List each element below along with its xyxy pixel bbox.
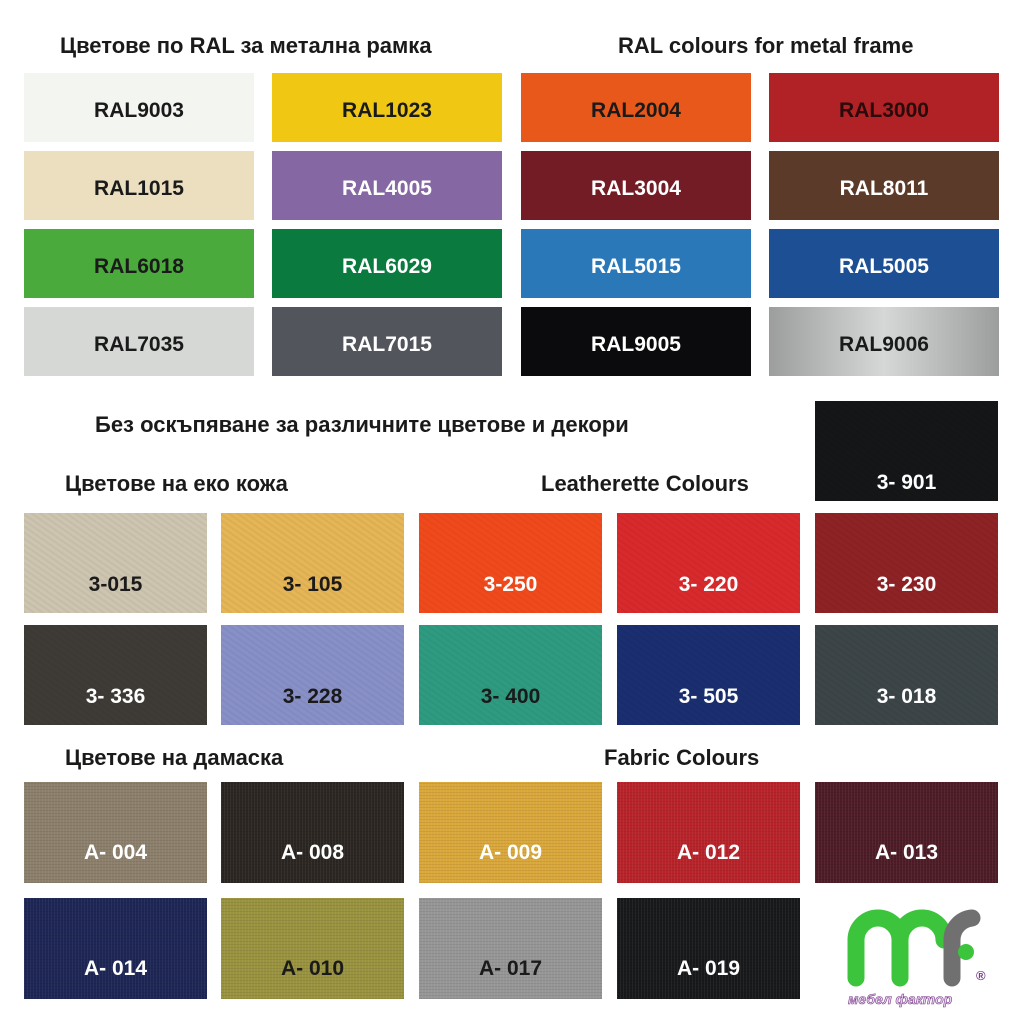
swatch-code: A- 010 [280,957,345,980]
heading-ral-en: RAL colours for metal frame [618,33,914,58]
heading-leather-bg: Цветове на еко кожа [65,471,288,496]
swatch-code: RAL1015 [94,176,184,200]
swatch-code: 3- 336 [85,685,146,708]
swatch-code: A- 014 [83,957,148,980]
ral-swatch: RAL7035 [24,307,254,376]
swatch-code: A- 017 [478,957,543,980]
leather-swatch: 3-015 [24,513,207,613]
swatch-code: A- 008 [280,841,345,864]
ral-swatch: RAL3000 [769,73,999,142]
ral-swatch: RAL1015 [24,151,254,220]
ral-swatch: RAL2004 [521,73,751,142]
ral-swatch: RAL6029 [272,229,502,298]
fabric-swatch: A- 017 [419,898,602,999]
ral-swatch: RAL5005 [769,229,999,298]
leather-swatch: 3- 400 [419,625,602,725]
swatch-code: A- 019 [676,957,741,980]
swatch-code: RAL9003 [94,98,184,122]
ral-swatch: RAL3004 [521,151,751,220]
leather-swatch: 3-250 [419,513,602,613]
swatch-code: RAL3000 [839,98,929,122]
leather-swatch: 3- 018 [815,625,998,725]
swatch-code: 3- 220 [678,573,739,596]
ral-swatch: RAL4005 [272,151,502,220]
swatch-code: 3- 505 [678,685,739,708]
swatch-code: A- 004 [83,841,148,864]
leather-swatch: 3- 505 [617,625,800,725]
swatch-code: RAL5005 [839,254,929,278]
swatch-code: 3- 105 [282,573,343,596]
swatch-code: RAL9006 [839,332,929,356]
leather-swatch: 3- 901 [815,401,998,501]
ral-swatch: RAL9006 [769,307,999,376]
swatch-code: RAL5015 [591,254,681,278]
swatch-code: RAL1023 [342,98,432,122]
swatch-code: 3- 228 [282,685,343,708]
ral-swatch: RAL1023 [272,73,502,142]
logo-text: мебел фактор [848,991,953,1007]
swatch-code: 3-015 [88,573,143,596]
leather-swatch: 3- 220 [617,513,800,613]
fabric-swatch: A- 014 [24,898,207,999]
swatch-code: RAL6029 [342,254,432,278]
leather-swatch: 3- 230 [815,513,998,613]
swatch-code: 3- 901 [876,471,937,494]
swatch-code: RAL7015 [342,332,432,356]
swatch-code: RAL3004 [591,176,681,200]
swatch-code: RAL7035 [94,332,184,356]
ral-swatch: RAL5015 [521,229,751,298]
leather-swatch: 3- 336 [24,625,207,725]
heading-leather-en: Leatherette Colours [541,471,749,496]
swatch-code: RAL8011 [839,176,929,200]
brand-logo: ® мебел фактор [840,900,990,1020]
ral-swatch: RAL9003 [24,73,254,142]
swatch-code: 3- 018 [876,685,937,708]
swatch-code: A- 009 [478,841,543,864]
heading-no-extra-cost: Без оскъпяване за различните цветове и д… [95,412,629,437]
fabric-swatch: A- 012 [617,782,800,883]
fabric-swatch: A- 019 [617,898,800,999]
fabric-swatch: A- 004 [24,782,207,883]
heading-ral-bg: Цветове по RAL за метална рамка [60,33,432,58]
fabric-swatch: A- 010 [221,898,404,999]
swatch-code: RAL2004 [591,98,681,122]
swatch-code: RAL4005 [342,176,432,200]
ral-swatch: RAL6018 [24,229,254,298]
swatch-code: A- 012 [676,841,741,864]
leather-swatch: 3- 105 [221,513,404,613]
heading-fabric-en: Fabric Colours [604,745,760,770]
leather-swatch: 3- 228 [221,625,404,725]
heading-fabric-bg: Цветове на дамаска [65,745,284,770]
swatch-code: 3-250 [483,573,538,596]
swatch-code: 3- 230 [876,573,937,596]
logo-mark-icon: ® мебел фактор [847,909,986,1007]
ral-swatch: RAL9005 [521,307,751,376]
fabric-swatch: A- 008 [221,782,404,883]
fabric-swatch: A- 013 [815,782,998,883]
swatch-code: A- 013 [874,841,939,864]
fabric-swatch: A- 009 [419,782,602,883]
swatch-code: RAL6018 [94,254,184,278]
swatch-code: 3- 400 [480,685,541,708]
ral-swatch: RAL8011 [769,151,999,220]
svg-text:®: ® [976,968,986,983]
swatch-code: RAL9005 [591,332,681,356]
ral-swatch: RAL7015 [272,307,502,376]
